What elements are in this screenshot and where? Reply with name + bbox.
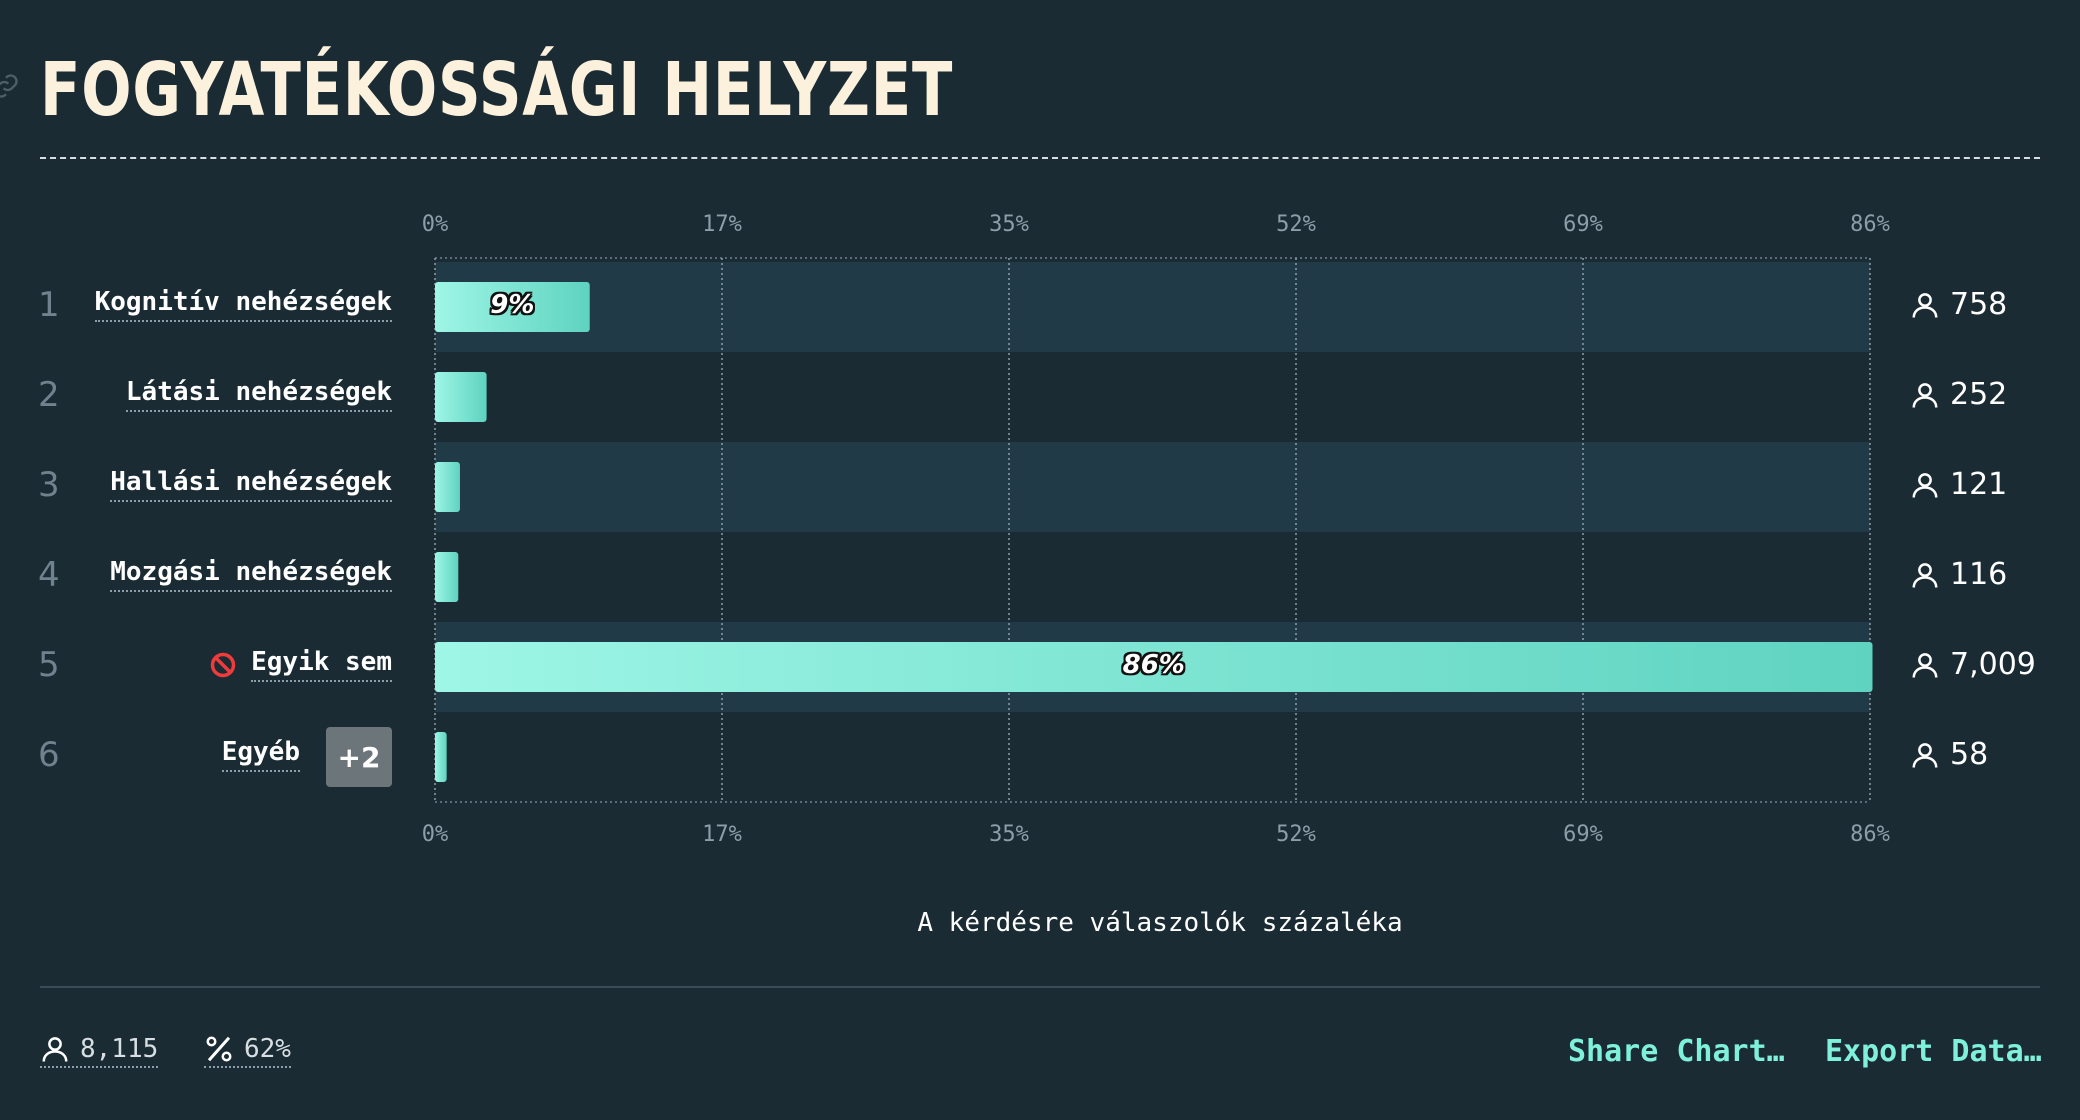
bar — [435, 642, 1873, 692]
category-label-text: Egyik sem — [251, 647, 392, 682]
export-data-button[interactable]: Export Data… — [1825, 1034, 2042, 1069]
respondent-count-value: 116 — [1950, 557, 2008, 592]
bar — [435, 282, 590, 332]
category-label[interactable]: Egyéb — [221, 737, 300, 772]
respondent-count-value: 121 — [1950, 467, 2008, 502]
response-rate-value: 62% — [244, 1034, 291, 1064]
x-tick-label-top: 0% — [421, 212, 449, 237]
row-band — [435, 442, 1870, 532]
person-icon — [1912, 742, 1938, 768]
more-categories-badge[interactable]: +2 — [326, 727, 392, 787]
person-icon — [1912, 472, 1938, 498]
bar-value-label: 9% — [490, 290, 535, 320]
x-axis-title: A kérdésre válaszolók százaléka — [917, 908, 1403, 938]
respondent-count-value: 7,009 — [1950, 647, 2036, 682]
category-label[interactable]: Egyik sem — [209, 647, 392, 682]
row-rank: 1 — [38, 285, 60, 325]
respondent-count: 758 — [1910, 287, 2007, 322]
prohibited-icon — [210, 652, 236, 677]
respondent-count-value: 758 — [1950, 287, 2008, 322]
share-chart-button[interactable]: Share Chart… — [1568, 1034, 1785, 1069]
category-label[interactable]: Kognitív nehézségek — [94, 287, 392, 322]
chart-title: FOGYATÉKOSSÁGI HELYZET — [40, 47, 954, 133]
respondent-count: 121 — [1910, 467, 2007, 502]
category-label-text: Látási nehézségek — [125, 377, 392, 412]
person-icon — [42, 1037, 68, 1062]
respondents-count: 8,115 — [80, 1034, 159, 1064]
row-rank: 3 — [38, 465, 60, 505]
x-tick-label-top: 52% — [1276, 212, 1316, 237]
respondent-count-value: 252 — [1950, 377, 2008, 412]
bar — [435, 462, 460, 512]
bar-chart: 0% 0% 17% 17% 35% 35% 52% 52% 69% 69% 86% 86% 9% 1 Kog… — [38, 212, 2036, 847]
link-icon[interactable] — [0, 72, 20, 100]
response-rate-stat[interactable]: 62% — [204, 1034, 291, 1068]
x-tick-label-top: 69% — [1563, 212, 1603, 237]
respondents-stat[interactable]: 8,115 — [40, 1034, 159, 1068]
category-label-text: Hallási nehézségek — [110, 467, 392, 502]
row-band — [435, 262, 1870, 352]
x-tick-label-top: 35% — [989, 212, 1029, 237]
respondent-count: 116 — [1910, 557, 2007, 592]
row-rank: 4 — [38, 555, 60, 595]
x-tick-label-bottom: 69% — [1563, 822, 1603, 847]
footer-divider — [40, 986, 2040, 988]
category-label-text: Egyéb — [221, 737, 300, 772]
bar — [435, 372, 487, 422]
x-tick-label-bottom: 0% — [421, 822, 449, 847]
person-icon — [1912, 292, 1938, 318]
category-label[interactable]: Látási nehézségek — [125, 377, 392, 412]
percent-icon — [206, 1036, 232, 1062]
respondent-count: 7,009 — [1910, 647, 2036, 682]
person-icon — [1912, 652, 1938, 678]
respondent-count-value: 58 — [1950, 737, 1989, 772]
title-divider — [40, 157, 2040, 159]
row-rank: 2 — [38, 375, 60, 415]
bar — [435, 552, 459, 602]
row-rank: 6 — [38, 735, 60, 775]
category-label[interactable]: Hallási nehézségek — [110, 467, 392, 502]
person-icon — [1912, 562, 1938, 588]
row-rank: 5 — [38, 645, 60, 685]
bar-value-label: 86% — [1122, 650, 1185, 680]
x-tick-label-bottom: 35% — [989, 822, 1029, 847]
respondent-count: 58 — [1910, 737, 1988, 772]
x-tick-label-bottom: 17% — [702, 822, 742, 847]
chart-canvas — [434, 257, 1873, 803]
x-tick-label-bottom: 86% — [1850, 822, 1890, 847]
respondent-count: 252 — [1910, 377, 2007, 412]
category-label-text: Mozgási nehézségek — [110, 557, 392, 592]
x-tick-label-top: 17% — [702, 212, 742, 237]
category-label[interactable]: Mozgási nehézségek — [110, 557, 392, 592]
person-icon — [1912, 382, 1938, 408]
bar — [435, 732, 447, 782]
category-label-text: Kognitív nehézségek — [94, 287, 392, 322]
x-tick-label-top: 86% — [1850, 212, 1890, 237]
x-tick-label-bottom: 52% — [1276, 822, 1316, 847]
